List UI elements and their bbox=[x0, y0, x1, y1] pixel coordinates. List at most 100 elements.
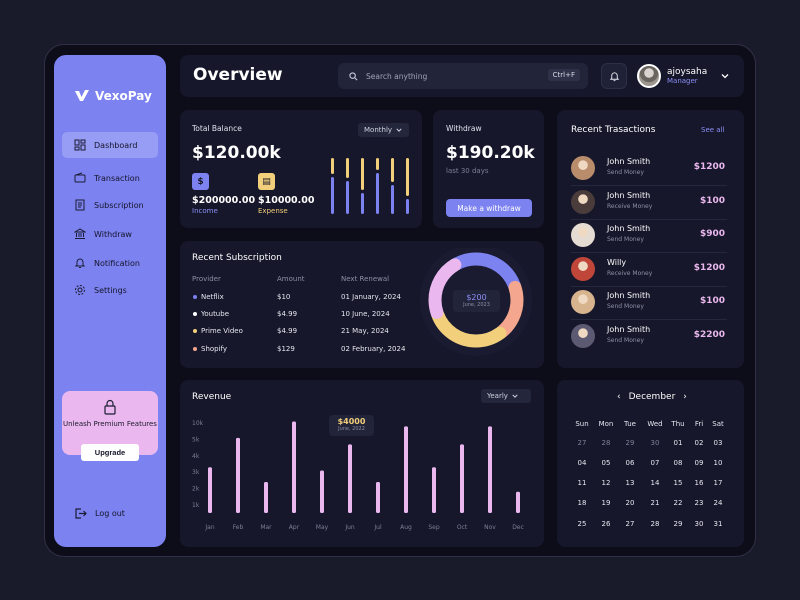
list-item[interactable]: John Smith Receive Money $100 bbox=[571, 188, 727, 216]
avatar bbox=[571, 190, 595, 214]
list-item[interactable]: John Smith Send Money $1200 bbox=[571, 154, 727, 182]
transaction-desc: Send Money bbox=[607, 337, 644, 344]
bar-nov[interactable] bbox=[488, 426, 492, 513]
calendar-day[interactable]: 08 bbox=[673, 459, 683, 467]
transaction-amount: $900 bbox=[699, 229, 725, 239]
calendar-day[interactable]: 05 bbox=[601, 459, 611, 467]
donut-date: June, 2023 bbox=[463, 302, 490, 308]
sidebar-item-withdraw[interactable]: Withdraw bbox=[62, 221, 158, 247]
calendar-day[interactable]: 22 bbox=[673, 499, 683, 507]
bar-aug[interactable] bbox=[404, 426, 408, 513]
calendar-day[interactable]: 30 bbox=[650, 439, 660, 447]
bar-may[interactable] bbox=[320, 470, 324, 513]
weekday-label: Tue bbox=[624, 420, 636, 428]
calendar-day[interactable]: 02 bbox=[694, 439, 704, 447]
calendar-day[interactable]: 15 bbox=[673, 479, 683, 487]
calendar-day[interactable]: 13 bbox=[625, 479, 635, 487]
calendar-day[interactable]: 17 bbox=[713, 479, 723, 487]
expense-label: Expense bbox=[258, 207, 288, 215]
calendar-day[interactable]: 14 bbox=[650, 479, 660, 487]
calendar-day[interactable]: 31 bbox=[713, 520, 723, 528]
sidebar-item-label: Settings bbox=[94, 285, 127, 295]
subscription-amount: $10 bbox=[277, 293, 291, 301]
search-input[interactable] bbox=[366, 71, 536, 81]
bar-jan[interactable] bbox=[208, 467, 212, 513]
next-month-button[interactable]: › bbox=[683, 392, 687, 402]
bar-oct[interactable] bbox=[460, 444, 464, 513]
income-icon: $ bbox=[192, 173, 209, 190]
transaction-amount: $100 bbox=[699, 196, 725, 206]
chevron-down-icon bbox=[512, 394, 518, 398]
divider bbox=[571, 319, 727, 320]
list-item[interactable]: John Smith Send Money $100 bbox=[571, 288, 727, 316]
list-item[interactable]: John Smith Send Money $2200 bbox=[571, 322, 727, 350]
sidebar-item-subscription[interactable]: Subscription bbox=[62, 192, 158, 218]
make-withdraw-button[interactable]: Make a withdraw bbox=[446, 199, 532, 217]
calendar-day[interactable]: 27 bbox=[625, 520, 635, 528]
calendar-day[interactable]: 03 bbox=[713, 439, 723, 447]
bar-jul[interactable] bbox=[376, 481, 380, 513]
logout-button[interactable]: Log out bbox=[74, 507, 125, 520]
sidebar-item-label: Withdraw bbox=[94, 229, 132, 239]
calendar-day[interactable]: 10 bbox=[713, 459, 723, 467]
income-label: Income bbox=[192, 207, 218, 215]
search-bar: Ctrl+F bbox=[338, 63, 588, 89]
y-tick-label: 1k bbox=[192, 502, 200, 509]
calendar-day[interactable]: 16 bbox=[694, 479, 704, 487]
x-tick-label: Dec bbox=[512, 524, 524, 531]
notification-button[interactable] bbox=[601, 63, 627, 89]
list-item[interactable]: Willy Receive Money $1200 bbox=[571, 255, 727, 283]
y-tick-label: 10k bbox=[192, 420, 204, 427]
see-all-link[interactable]: See all bbox=[701, 126, 725, 134]
chevron-down-icon bbox=[396, 128, 402, 132]
sidebar-item-dashboard[interactable]: Dashboard bbox=[62, 132, 158, 158]
calendar-day[interactable]: 20 bbox=[625, 499, 635, 507]
calendar-day[interactable]: 07 bbox=[650, 459, 660, 467]
calendar-day[interactable]: 01 bbox=[673, 439, 683, 447]
calendar-day[interactable]: 09 bbox=[694, 459, 704, 467]
y-tick-label: 4k bbox=[192, 453, 200, 460]
calendar-day[interactable]: 19 bbox=[601, 499, 611, 507]
bar-dec[interactable] bbox=[516, 491, 520, 513]
sidebar-item-settings[interactable]: Settings bbox=[62, 277, 158, 303]
calendar-day[interactable]: 27 bbox=[577, 439, 587, 447]
calendar-day[interactable]: 28 bbox=[601, 439, 611, 447]
brand-logo[interactable]: VexoPay bbox=[74, 88, 152, 104]
balance-period-dropdown[interactable]: Monthly bbox=[358, 123, 409, 137]
list-item[interactable]: John Smith Send Money $900 bbox=[571, 221, 727, 249]
calendar-day[interactable]: 12 bbox=[601, 479, 611, 487]
bar-feb[interactable] bbox=[236, 437, 240, 513]
calendar-day[interactable]: 29 bbox=[673, 520, 683, 528]
sidebar-item-transaction[interactable]: Transaction bbox=[62, 165, 158, 191]
bar-mar[interactable] bbox=[264, 481, 268, 513]
calendar-day[interactable]: 28 bbox=[650, 520, 660, 528]
avatar bbox=[571, 324, 595, 348]
revenue-tooltip-date: June, 2022 bbox=[338, 426, 365, 432]
calendar-day[interactable]: 11 bbox=[577, 479, 587, 487]
calendar-day[interactable]: 18 bbox=[577, 499, 587, 507]
bar-jun[interactable] bbox=[348, 444, 352, 513]
prev-month-button[interactable]: ‹ bbox=[617, 392, 621, 402]
revenue-period-dropdown[interactable]: Yearly bbox=[481, 389, 531, 403]
upgrade-button[interactable]: Upgrade bbox=[81, 444, 139, 461]
calendar-day[interactable]: 25 bbox=[577, 520, 587, 528]
bank-icon bbox=[74, 228, 86, 239]
calendar-day[interactable]: 21 bbox=[650, 499, 660, 507]
transaction-amount: $2200 bbox=[693, 330, 725, 340]
x-tick-label: Aug bbox=[400, 524, 412, 531]
calendar-day[interactable]: 06 bbox=[625, 459, 635, 467]
calendar-day[interactable]: 23 bbox=[694, 499, 704, 507]
calendar-day[interactable]: 30 bbox=[694, 520, 704, 528]
provider-name: Netflix bbox=[201, 293, 224, 301]
bar-sep[interactable] bbox=[432, 467, 436, 513]
calendar-day[interactable]: 24 bbox=[713, 499, 723, 507]
sidebar-item-notification[interactable]: Notification bbox=[62, 250, 158, 276]
provider-dot bbox=[193, 347, 197, 351]
calendar-day[interactable]: 04 bbox=[577, 459, 587, 467]
user-name: ajoysaha bbox=[667, 67, 708, 77]
bar-apr[interactable] bbox=[292, 421, 296, 513]
user-menu[interactable]: ajoysaha Manager bbox=[637, 60, 737, 92]
calendar-day[interactable]: 29 bbox=[625, 439, 635, 447]
calendar-day[interactable]: 26 bbox=[601, 520, 611, 528]
subscription-amount: $4.99 bbox=[277, 310, 298, 318]
